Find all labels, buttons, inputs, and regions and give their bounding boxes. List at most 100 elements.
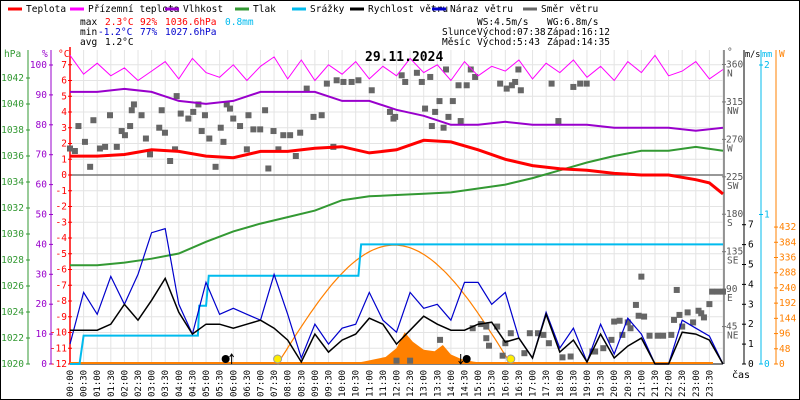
humidity-tick-label: 0 — [41, 359, 47, 370]
wind-direction-point — [611, 318, 618, 325]
wind-direction-point — [340, 78, 347, 85]
wind-direction-point — [90, 117, 97, 124]
wind-direction-point — [548, 80, 555, 87]
wind-direction-point — [333, 77, 340, 84]
humidity-tick-label: 30 — [36, 269, 48, 280]
solar-tick-label: 240 — [779, 283, 796, 294]
direction-tick-label: 90 — [726, 284, 738, 295]
wind-tick-label: 2 — [748, 319, 754, 330]
stats-min-humidity: 77% — [140, 27, 157, 38]
wind-tick-label: 0 — [748, 359, 754, 370]
time-tick-label: 13:30 — [433, 370, 443, 397]
wind-direction-point — [619, 331, 626, 338]
time-tick-label: 23:00 — [692, 370, 702, 397]
time-tick-label: 04:00 — [175, 370, 185, 397]
wind-direction-point — [237, 123, 244, 130]
wind-direction-point — [161, 129, 168, 136]
moonrise-time: Východ:5:43 — [477, 37, 540, 48]
time-tick-label: 20:30 — [624, 370, 634, 397]
wind-direction-point — [130, 101, 137, 108]
wind-direction-point — [418, 78, 425, 85]
direction-tick-label: 360 — [726, 59, 743, 70]
time-tick-label: 20:00 — [610, 370, 620, 397]
time-tick-label: 09:30 — [324, 370, 334, 397]
temperature-tick-label: -5 — [56, 249, 67, 260]
time-tick-label: 07:30 — [270, 370, 280, 397]
humidity-tick-label: 100 — [30, 60, 47, 71]
pressure-line — [70, 145, 724, 267]
time-tick-label: 03:30 — [161, 370, 171, 397]
wind-direction-point — [483, 335, 490, 342]
solar-tick-label: 192 — [779, 298, 796, 309]
pressure-tick-label: 1038 — [1, 125, 24, 136]
wind-direction-point — [303, 85, 310, 92]
wind-direction-point — [437, 336, 444, 343]
wind-direction-point — [138, 112, 145, 119]
wind-direction-point — [483, 323, 490, 330]
wind-direction-point — [185, 115, 192, 122]
humidity-tick-label: 60 — [36, 180, 48, 191]
wind-direction-point — [507, 330, 514, 337]
pressure-tick-label: 1028 — [1, 255, 24, 266]
wind-direction-point — [265, 165, 272, 172]
time-tick-label: 15:30 — [488, 370, 498, 397]
time-tick-label: 19:00 — [583, 370, 593, 397]
wind-direction-point — [494, 323, 501, 330]
pressure-tick-label: 1040 — [1, 99, 24, 110]
moonrise-arrow-icon — [229, 353, 235, 364]
pressure-tick-label: 1030 — [1, 229, 24, 240]
wind-direction-point — [443, 66, 450, 73]
time-tick-label: 11:30 — [379, 370, 389, 397]
x-axis-label: čas — [732, 369, 750, 381]
direction-cardinal-label: SW — [727, 181, 739, 192]
wind-direction-point — [720, 288, 726, 295]
stats-min-temp: -1.2°C — [98, 27, 132, 38]
moonset-icon — [462, 355, 471, 363]
time-tick-label: 13:00 — [420, 370, 430, 397]
wind-direction-point — [81, 138, 88, 145]
time-tick-label: 15:00 — [474, 370, 484, 397]
temperature-tick-label: -8 — [56, 296, 68, 307]
time-tick-label: 10:30 — [352, 370, 362, 397]
wind-direction-point — [402, 78, 409, 85]
time-tick-label: 07:00 — [256, 370, 266, 397]
wind-direction-point — [508, 82, 515, 89]
temperature-tick-label: -6 — [56, 265, 68, 276]
wind-direction-point — [709, 288, 716, 295]
stats-max-label: max — [80, 17, 97, 28]
time-tick-label: 10:00 — [338, 370, 348, 397]
humidity-line — [70, 87, 724, 132]
temperature-tick-label: 6 — [61, 76, 67, 87]
wind-direction-point — [486, 342, 493, 349]
wind-direction-point — [386, 108, 393, 115]
humidity-tick-label: 90 — [36, 90, 48, 101]
wind-direction-point — [684, 309, 691, 316]
wind-tick-label: 1 — [748, 339, 754, 350]
plot-area — [67, 54, 726, 365]
stats-max-humidity: 92% — [140, 17, 157, 28]
time-tick-label: 17:30 — [542, 370, 552, 397]
direction-cardinal-label: S — [727, 218, 733, 229]
wind-direction-point — [467, 66, 474, 73]
legend-label: Teplota — [26, 4, 66, 15]
wind-direction-point — [654, 332, 661, 339]
wind-direction-point — [102, 143, 109, 150]
wind-tick-label: 3 — [748, 299, 754, 310]
temperature-tick-label: 5 — [61, 91, 67, 102]
wind-direction-point — [368, 87, 375, 94]
pressure-tick-label: 1026 — [1, 281, 24, 292]
wind-direction-point — [156, 124, 163, 131]
wind-direction-point — [113, 143, 120, 150]
wind-direction-point — [230, 115, 237, 122]
sun-label: Slunce — [442, 27, 477, 38]
direction-cardinal-label: SE — [727, 256, 739, 267]
wind-direction-point — [577, 80, 584, 87]
wind-direction-point — [142, 135, 149, 142]
wind-direction-point — [127, 123, 134, 130]
wind-direction-point — [714, 288, 721, 295]
wind-direction-point — [177, 110, 184, 117]
wind-direction-point — [592, 348, 599, 355]
stats-wind-gust: WG:6.8m/s — [547, 17, 598, 28]
time-tick-label: 22:30 — [678, 370, 688, 397]
direction-cardinal-label: NW — [727, 106, 739, 117]
